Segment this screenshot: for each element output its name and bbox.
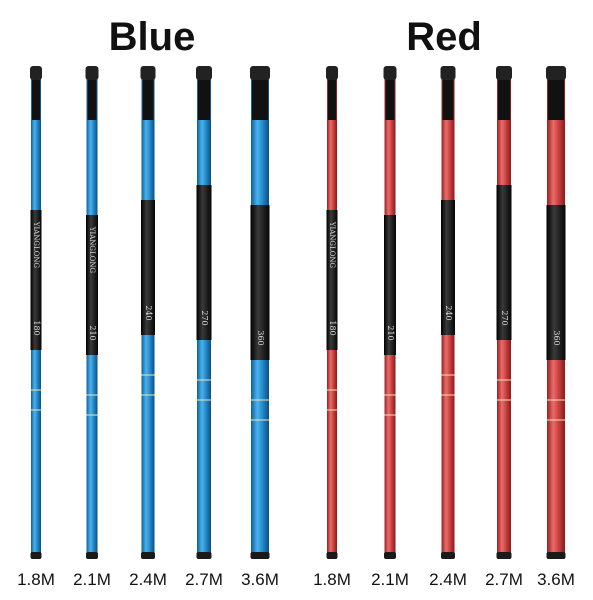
rod-marking: 210 xyxy=(386,325,395,340)
rod-tip xyxy=(498,80,510,120)
group-title: Red xyxy=(406,15,482,59)
rod-band xyxy=(441,200,455,335)
rod: 360 xyxy=(546,66,566,559)
rod-marking: 240 xyxy=(444,305,453,320)
rod: 210 YIANGLONG xyxy=(85,66,99,559)
rod-marking: 360 xyxy=(552,330,561,345)
rod-tip xyxy=(142,80,154,120)
rod-length: 2.7M xyxy=(185,570,223,589)
rod: 210 xyxy=(383,66,397,559)
rod-marking: 240 xyxy=(144,305,153,320)
rod-end xyxy=(196,552,212,559)
rod-tip xyxy=(32,80,40,120)
rod-tip xyxy=(385,80,395,120)
rod-marking: 180 xyxy=(32,320,41,335)
rod-marking: 360 xyxy=(256,330,265,345)
rod-brand: YIANGLONG xyxy=(88,226,96,274)
rod-length: 1.8M xyxy=(17,570,55,589)
rod-tip xyxy=(87,80,97,120)
rod-band xyxy=(496,185,512,340)
rod-band xyxy=(250,205,270,360)
rod-length: 2.7M xyxy=(485,570,523,589)
rod: 180 YIANGLONG xyxy=(30,66,42,559)
rod-marking: 270 xyxy=(200,310,209,325)
rod-band xyxy=(86,215,98,355)
rod-tip xyxy=(548,80,564,120)
rod-end xyxy=(496,552,512,559)
rod-cap xyxy=(140,66,156,80)
rod-band xyxy=(546,205,566,360)
rod: 180 YIANGLONG xyxy=(326,66,338,559)
rod-cap xyxy=(85,66,99,80)
rod: 240 xyxy=(140,66,156,559)
rod-end xyxy=(384,552,396,559)
rod-length: 1.8M xyxy=(313,570,351,589)
rod-length: 2.4M xyxy=(429,570,467,589)
group-title: Blue xyxy=(109,15,196,59)
rod-length: 2.1M xyxy=(73,570,111,589)
rod-tip xyxy=(442,80,454,120)
rod-brand: YIANGLONG xyxy=(32,221,40,269)
rod-cap xyxy=(496,66,512,80)
rod-cap xyxy=(196,66,212,80)
rod-end xyxy=(141,552,155,559)
rod-cap xyxy=(30,66,42,80)
rod-tip xyxy=(328,80,336,120)
rod-band xyxy=(30,210,42,350)
rod-end xyxy=(546,552,566,559)
rod: 270 xyxy=(496,66,512,559)
rod: 360 xyxy=(250,66,270,559)
rod-end xyxy=(30,552,42,559)
rod-length: 3.6M xyxy=(537,570,575,589)
rod-end xyxy=(326,552,338,559)
rod-length: 2.1M xyxy=(371,570,409,589)
rod-cap xyxy=(440,66,456,80)
rod-band xyxy=(326,210,338,350)
rod-cap xyxy=(546,66,566,80)
rod-length: 2.4M xyxy=(129,570,167,589)
rod-band xyxy=(141,200,155,335)
rod-length: 3.6M xyxy=(241,570,279,589)
rod: 270 xyxy=(196,66,212,559)
rod-band xyxy=(196,185,212,340)
rod-end xyxy=(250,552,270,559)
rod-cap xyxy=(326,66,338,80)
rod-brand: YIANGLONG xyxy=(328,221,336,269)
rod: 240 xyxy=(440,66,456,559)
rod-end xyxy=(86,552,98,559)
rod-end xyxy=(441,552,455,559)
rod-tip xyxy=(198,80,210,120)
rod-cap xyxy=(383,66,397,80)
rod-marking: 210 xyxy=(88,325,97,340)
rod-marking: 270 xyxy=(500,310,509,325)
rod-cap xyxy=(250,66,270,80)
rod-marking: 180 xyxy=(328,320,337,335)
rod-band xyxy=(384,215,396,355)
rod-tip xyxy=(252,80,268,120)
